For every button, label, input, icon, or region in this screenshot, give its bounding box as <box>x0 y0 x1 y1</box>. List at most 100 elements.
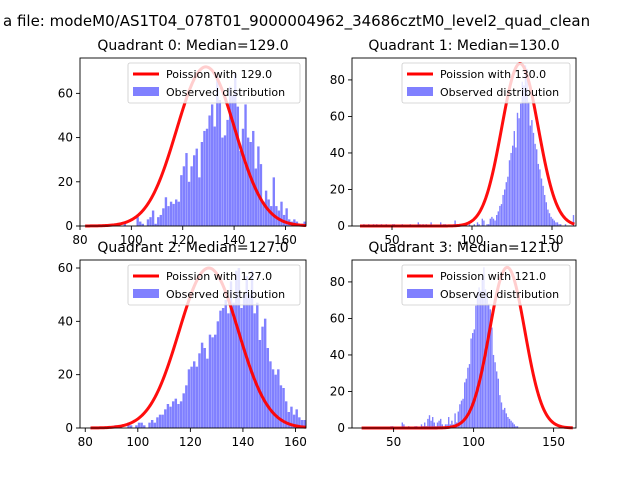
histogram-bar <box>560 224 562 226</box>
histogram-bar <box>187 369 191 428</box>
histogram-bar <box>526 68 528 227</box>
histogram-bar <box>177 404 180 428</box>
histogram-bar <box>454 220 456 226</box>
histogram-bar <box>552 218 554 226</box>
legend-observed-label: Observed distribution <box>166 86 285 99</box>
histogram-bar <box>146 219 150 226</box>
y-tick-label: 60 <box>58 261 73 275</box>
histogram-bar <box>293 219 296 226</box>
y-tick-label: 20 <box>330 384 345 398</box>
legend-box <box>127 62 301 104</box>
y-tick-label: 0 <box>65 421 73 435</box>
histogram-bar <box>214 334 217 428</box>
x-tick-label: 100 <box>461 233 484 247</box>
histogram-bar <box>417 222 419 226</box>
histogram-bar <box>272 177 275 226</box>
histogram-bar <box>468 364 471 428</box>
histogram-bar <box>494 220 496 226</box>
histogram-bar <box>481 278 483 428</box>
histogram-bar <box>226 119 229 226</box>
legend: Poission with 127.0 Observed distribution <box>127 264 301 306</box>
y-tick-label: 20 <box>58 175 73 189</box>
histogram-bar <box>292 414 296 428</box>
histogram-bar <box>154 223 157 226</box>
histogram-bar <box>151 210 155 226</box>
histogram-bar <box>254 168 258 226</box>
panel-quadrant-3: 50 100 150 0 20 40 60 80 Quadrant 3: Median=121.… <box>330 240 577 449</box>
y-tick-label: 80 <box>330 73 345 87</box>
histogram-bar <box>205 128 209 226</box>
histogram-bar <box>523 85 525 227</box>
histogram-bar <box>504 407 506 428</box>
histogram-bar <box>513 131 515 226</box>
histogram-bar <box>190 166 193 226</box>
histogram-bar <box>221 137 224 226</box>
x-tick-label: 120 <box>171 233 194 247</box>
histogram-bar <box>213 126 216 226</box>
histogram-bar <box>532 132 535 226</box>
histogram-bar <box>223 135 227 226</box>
y-tick-label: 20 <box>58 368 73 382</box>
histogram-bar <box>433 422 435 428</box>
histogram-bar <box>473 224 475 226</box>
x-tick-label: 80 <box>72 233 87 247</box>
panel-title: Quadrant 0: Median=129.0 <box>97 38 288 54</box>
histogram-bar <box>219 310 222 428</box>
histogram-bar <box>467 367 469 428</box>
legend: Poission with 130.0 Observed distribution <box>401 62 571 104</box>
histogram-bar <box>468 224 471 226</box>
histogram-bar <box>136 217 139 226</box>
histogram-bar <box>510 420 512 428</box>
histogram-bar <box>489 309 491 428</box>
histogram-bar <box>169 406 172 428</box>
histogram-bar <box>496 215 498 226</box>
x-tick-label: 50 <box>386 435 401 449</box>
histogram-bar <box>229 281 233 428</box>
histogram-bar <box>502 194 504 226</box>
legend-box <box>127 264 301 306</box>
x-tick-label: 100 <box>126 435 149 449</box>
figure-suptitle: a file: modeM0/AS1T04_078T01_9000004962_… <box>3 12 590 31</box>
histogram-bar <box>148 422 151 428</box>
histogram-bar <box>190 366 193 428</box>
histogram-bar <box>249 142 252 226</box>
histogram-bar <box>284 401 288 428</box>
legend: Poission with 121.0 Observed distribution <box>401 264 571 306</box>
histogram-bar <box>285 208 288 226</box>
legend-poisson-label: Poission with 127.0 <box>166 270 272 283</box>
y-tick-label: 40 <box>330 348 345 362</box>
panels: 80 100 120 140 160 0 20 40 60 Quadrant 0: Median=… <box>58 38 577 449</box>
histogram-bar <box>242 294 246 428</box>
panel-title: Quadrant 3: Median=121.0 <box>368 240 559 256</box>
histogram-bar <box>211 337 214 428</box>
histogram-bar <box>556 222 559 226</box>
histogram-bar <box>480 291 482 428</box>
histogram-bar <box>271 369 275 428</box>
histogram-bar <box>180 175 183 226</box>
histogram-bar <box>216 321 220 428</box>
histogram-bar <box>162 208 165 226</box>
y-tick-label: 0 <box>337 421 345 435</box>
histogram-bar <box>502 409 504 428</box>
histogram-bar <box>303 221 306 226</box>
histogram-bar <box>224 300 227 428</box>
histogram-bar <box>277 369 280 428</box>
histogram-bar <box>420 424 423 428</box>
histogram-bar <box>200 342 204 428</box>
histogram-bar <box>460 400 463 428</box>
histogram-bar <box>174 398 178 428</box>
panel-title: Quadrant 1: Median=130.0 <box>368 38 559 54</box>
histogram-bar <box>263 318 267 428</box>
histogram-bar <box>430 222 432 226</box>
histogram-bar <box>135 425 138 428</box>
histogram-bar <box>440 418 442 428</box>
histogram-bar <box>508 418 511 428</box>
histogram-bar <box>548 213 551 226</box>
histogram-bar <box>198 177 201 226</box>
histogram-bar <box>515 426 517 428</box>
histogram-bar <box>507 176 509 226</box>
histogram-bar <box>545 202 547 226</box>
histogram-bar <box>129 425 133 428</box>
panel-quadrant-2: 80 100 120 140 160 0 20 40 60 Quadrant 2: Median=… <box>58 240 307 449</box>
histogram-bar <box>239 150 242 226</box>
